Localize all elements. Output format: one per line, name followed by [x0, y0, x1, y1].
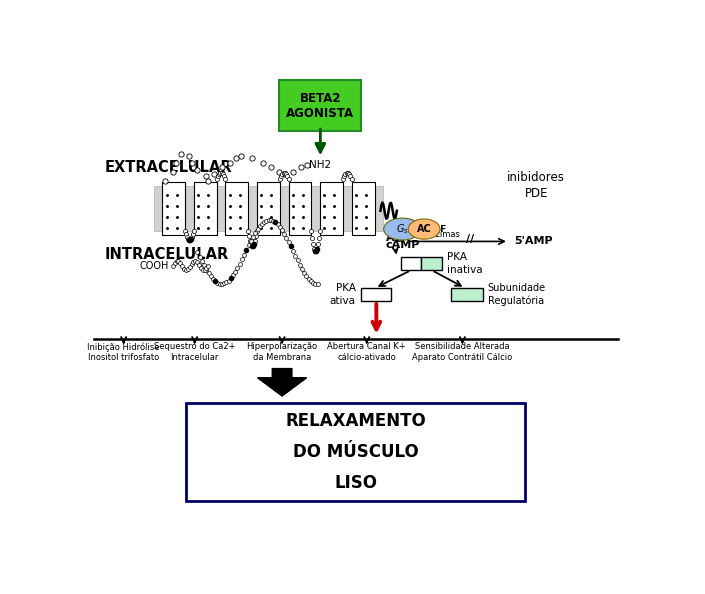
FancyBboxPatch shape: [352, 182, 374, 235]
FancyBboxPatch shape: [162, 182, 185, 235]
Text: ATP: ATP: [386, 233, 410, 243]
Text: RELAXAMENTO
DO MÚSCULO
LISO: RELAXAMENTO DO MÚSCULO LISO: [286, 412, 427, 492]
Text: COOH: COOH: [140, 261, 169, 271]
Text: AC: AC: [417, 224, 431, 234]
FancyBboxPatch shape: [257, 182, 280, 235]
Text: PKA
inativa: PKA inativa: [446, 252, 482, 274]
FancyBboxPatch shape: [154, 185, 384, 232]
Text: Sensibilidade Alterada
Aparato Contrátil Cálcio: Sensibilidade Alterada Aparato Contrátil…: [412, 342, 513, 362]
Text: INTRACELULAR: INTRACELULAR: [104, 247, 228, 262]
FancyBboxPatch shape: [226, 182, 248, 235]
Text: BETA2
AGONISTA: BETA2 AGONISTA: [286, 91, 355, 119]
Polygon shape: [257, 368, 307, 396]
Ellipse shape: [408, 219, 440, 239]
Text: PKA
ativa: PKA ativa: [330, 283, 356, 306]
FancyBboxPatch shape: [400, 257, 422, 270]
Text: Hiperpolarização
da Membrana: Hiperpolarização da Membrana: [247, 342, 318, 362]
Text: Abertura Canal K+
cálcio-ativado: Abertura Canal K+ cálcio-ativado: [327, 342, 406, 362]
FancyBboxPatch shape: [279, 80, 362, 131]
FancyBboxPatch shape: [362, 288, 391, 301]
FancyBboxPatch shape: [451, 288, 483, 301]
Ellipse shape: [384, 218, 421, 240]
Text: 5'AMP: 5'AMP: [515, 236, 553, 247]
FancyBboxPatch shape: [422, 257, 442, 270]
Text: PDF: PDF: [427, 225, 447, 233]
Text: EXTRACELULAR: EXTRACELULAR: [104, 160, 232, 175]
Text: isoenzimas: isoenzimas: [413, 230, 460, 239]
Text: cAMP: cAMP: [386, 240, 420, 250]
Text: inibidores
PDE: inibidores PDE: [507, 171, 565, 200]
Text: $G_s$: $G_s$: [396, 222, 409, 236]
FancyBboxPatch shape: [194, 182, 217, 235]
FancyBboxPatch shape: [186, 403, 525, 501]
FancyBboxPatch shape: [288, 182, 312, 235]
Text: Subunidade
Regulatória: Subunidade Regulatória: [488, 283, 546, 306]
Text: NH2: NH2: [309, 160, 331, 170]
Text: //: //: [467, 233, 474, 244]
Text: Sequestro do Ca2+
Intracelular: Sequestro do Ca2+ Intracelular: [154, 342, 235, 362]
FancyBboxPatch shape: [320, 182, 343, 235]
Text: Inibição Hidrólise
Inositol trifosfato: Inibição Hidrólise Inositol trifosfato: [87, 342, 160, 362]
